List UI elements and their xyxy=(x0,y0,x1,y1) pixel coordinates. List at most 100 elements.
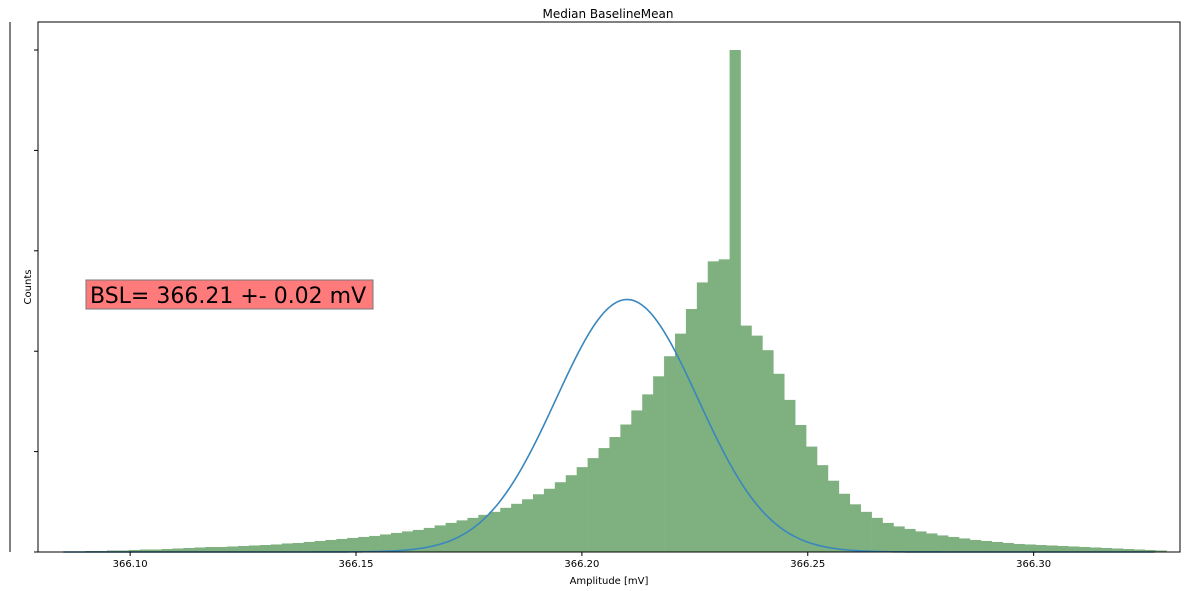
histogram-bar xyxy=(871,517,883,552)
histogram-bar xyxy=(248,545,261,552)
histogram-bar xyxy=(292,542,304,552)
histogram-bar xyxy=(806,446,818,552)
y-axis-label: Counts xyxy=(23,270,34,305)
histogram-bar xyxy=(915,531,927,552)
histogram-bar xyxy=(467,517,479,552)
x-tick-label: 366.20 xyxy=(564,559,599,570)
histogram-bar xyxy=(205,546,217,552)
histogram-bar xyxy=(1122,548,1135,552)
histogram-bar xyxy=(369,535,381,552)
histogram-bar xyxy=(358,536,370,552)
histogram-bar xyxy=(685,309,698,552)
histogram-bar xyxy=(150,549,162,552)
histogram-bar xyxy=(1035,544,1047,552)
histogram-bar xyxy=(653,376,665,552)
histogram-bar xyxy=(609,437,621,552)
histogram-bar xyxy=(401,531,414,552)
histogram-bar xyxy=(838,493,851,552)
histogram-bar xyxy=(893,526,905,552)
histogram-bar xyxy=(587,458,599,552)
histogram-bar xyxy=(784,399,796,552)
histogram-bar xyxy=(336,538,348,552)
histogram-bar xyxy=(194,547,206,552)
histogram-bar xyxy=(456,520,468,552)
chart-title: Median BaselineMean xyxy=(542,7,673,21)
histogram-bar xyxy=(1024,544,1036,552)
histogram-bar xyxy=(478,514,490,552)
histogram-bar xyxy=(1111,548,1124,552)
histogram-bar xyxy=(773,373,785,552)
annotation-text: BSL= 366.21 +- 0.02 mV xyxy=(90,284,366,309)
histogram-bar xyxy=(139,549,151,552)
x-axis-label: Amplitude [mV] xyxy=(570,576,649,587)
histogram-bar xyxy=(532,494,545,552)
histogram-bar xyxy=(1144,549,1156,552)
annotation-box: BSL= 366.21 +- 0.02 mV xyxy=(85,279,374,310)
x-tick-label: 366.25 xyxy=(790,559,825,570)
histogram-bar xyxy=(161,548,173,552)
histogram-bar xyxy=(216,546,228,552)
histogram-bar xyxy=(511,503,523,552)
histogram-bar xyxy=(1002,542,1014,552)
histogram-bar xyxy=(500,507,512,552)
histogram-bar xyxy=(751,335,763,552)
histogram-bar xyxy=(816,465,829,552)
histogram-bar xyxy=(390,532,403,552)
histogram-bar xyxy=(1133,549,1145,552)
histogram-bar xyxy=(795,424,807,552)
histogram-bar xyxy=(740,325,752,552)
histogram-bar xyxy=(347,537,359,552)
histogram-bar xyxy=(128,549,141,552)
histogram-bar xyxy=(696,282,709,552)
histogram-bar xyxy=(281,543,293,552)
histogram-bar xyxy=(926,533,938,552)
histogram-bar xyxy=(314,540,326,552)
histogram-bar xyxy=(642,394,654,552)
histogram-bar xyxy=(631,410,643,552)
histogram-bar xyxy=(1100,547,1113,552)
histogram-bar xyxy=(937,535,949,552)
histogram-bar xyxy=(489,511,501,552)
histogram-bar xyxy=(423,527,435,552)
histogram xyxy=(63,50,1167,552)
histogram-bar xyxy=(543,488,556,552)
y-ticks xyxy=(34,49,38,553)
histogram-bar xyxy=(303,541,315,552)
histogram-bar xyxy=(270,544,283,552)
histogram-bar xyxy=(958,538,971,552)
histogram-bar xyxy=(380,534,392,552)
histogram-bar xyxy=(183,547,195,552)
histogram-bar xyxy=(172,548,184,552)
x-ticks: 366.10 366.15 366.20 366.25 366.30 xyxy=(113,552,1051,570)
histogram-bar xyxy=(445,522,457,552)
x-tick-label: 366.30 xyxy=(1016,559,1051,570)
histogram-bar xyxy=(1068,546,1080,552)
histogram-bar xyxy=(227,546,239,552)
histogram-bar xyxy=(1013,543,1025,552)
histogram-bar xyxy=(1046,545,1058,552)
histogram-bar xyxy=(849,504,861,552)
histogram-bar xyxy=(1155,550,1167,552)
histogram-bar xyxy=(980,540,993,552)
histogram-bar xyxy=(904,528,916,552)
histogram-bar xyxy=(598,448,610,552)
histogram-bar xyxy=(827,480,840,552)
histogram-bar xyxy=(969,539,982,552)
histogram-bar xyxy=(1057,545,1069,552)
histogram-bar xyxy=(718,259,730,552)
x-tick-label: 366.15 xyxy=(339,559,374,570)
histogram-bar xyxy=(674,333,687,552)
histogram-bar xyxy=(860,511,872,552)
histogram-bar xyxy=(991,541,1003,552)
histogram-bar xyxy=(565,475,577,552)
histogram-bar xyxy=(554,482,567,552)
histogram-bar xyxy=(1090,547,1102,552)
histogram-bar xyxy=(325,539,337,552)
histogram-bar xyxy=(522,499,534,552)
plot-frame xyxy=(37,21,1181,553)
histogram-bar xyxy=(1079,546,1091,552)
histogram-bar xyxy=(948,536,960,552)
histogram-bar xyxy=(882,522,894,552)
histogram-bar xyxy=(259,544,272,552)
